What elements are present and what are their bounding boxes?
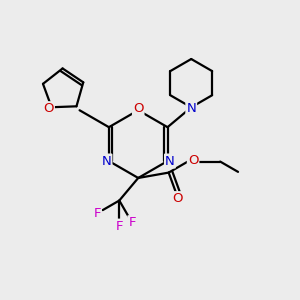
Text: O: O [188, 154, 198, 166]
Text: F: F [93, 207, 101, 220]
Text: O: O [133, 102, 143, 115]
Text: O: O [172, 192, 183, 205]
Text: F: F [128, 216, 136, 229]
Text: N: N [102, 154, 111, 167]
Text: N: N [186, 102, 196, 115]
Text: F: F [116, 220, 123, 232]
Text: N: N [165, 154, 175, 167]
Text: O: O [44, 102, 54, 115]
